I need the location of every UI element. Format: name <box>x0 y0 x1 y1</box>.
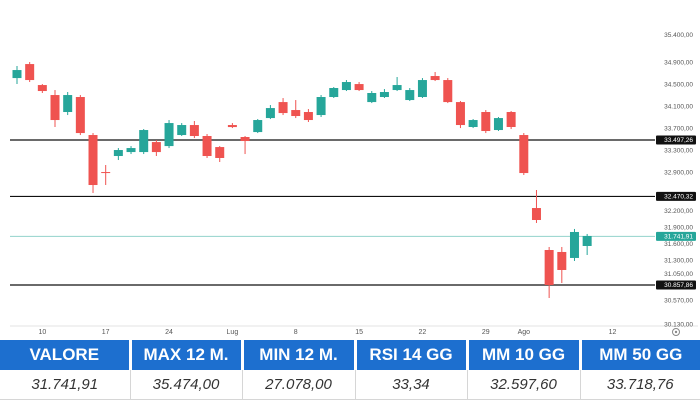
level-label: 33.497,26 <box>664 137 693 144</box>
candle-body <box>329 88 339 98</box>
candle-body <box>417 80 427 98</box>
x-tick-label: Lug <box>227 329 239 336</box>
candle-body <box>354 84 364 91</box>
candle-body <box>557 251 567 270</box>
candle-body <box>519 135 529 174</box>
settings-icon-dot <box>674 330 678 334</box>
candle-body <box>139 130 149 153</box>
table-row: 31.741,91 35.474,00 27.078,00 33,34 32.597,6… <box>0 370 700 400</box>
x-tick-label: 17 <box>102 329 110 336</box>
candle-body <box>443 80 453 103</box>
chart: 35.400,00 34.900,00 34.500,00 34.100,00 33.7… <box>10 32 698 336</box>
candle-body <box>63 95 73 113</box>
y-tick-label: 31.300,00 <box>664 257 693 264</box>
y-tick-label: 30.570,00 <box>664 298 693 305</box>
candle-body <box>189 125 199 137</box>
table-header-cell: MM 10 GG <box>465 340 580 370</box>
table-header-cell: RSI 14 GG <box>353 340 467 370</box>
candle-body <box>202 136 212 157</box>
y-tick-label: 33.700,00 <box>664 126 693 133</box>
level-label-box <box>656 191 696 201</box>
table-header-cell: MAX 12 M. <box>128 340 242 370</box>
x-tick-label: Ago <box>518 329 531 336</box>
candle-body <box>88 135 98 186</box>
candle-body <box>468 120 478 128</box>
candle-body <box>265 108 275 119</box>
level-label: 32.470,32 <box>664 193 693 200</box>
candle-body <box>151 142 161 153</box>
settings-icon[interactable] <box>672 328 680 336</box>
y-tick-label: 34.100,00 <box>664 104 693 111</box>
candle-body <box>177 125 187 136</box>
table-cell: 32.597,60 <box>466 370 580 400</box>
candle-body <box>75 97 85 134</box>
y-tick-label: 31.050,00 <box>664 271 693 278</box>
candle-body <box>12 70 22 79</box>
y-tick-label: 30.130,00 <box>664 322 693 329</box>
level-label: 30.857,86 <box>664 282 693 289</box>
settings-icon-ring <box>672 328 680 336</box>
y-tick-label: 31.600,00 <box>664 241 693 248</box>
candle-body <box>253 120 263 133</box>
candle-body <box>392 85 402 91</box>
table-cell: 31.741,91 <box>0 370 130 400</box>
table-header-cell: MIN 12 M. <box>240 340 355 370</box>
candle-body <box>531 208 541 221</box>
candle-body <box>367 93 377 103</box>
candle-body <box>430 76 440 81</box>
candle-body <box>493 118 503 131</box>
x-tick-label: 22 <box>419 329 427 336</box>
candle-body <box>215 147 225 158</box>
candle-body <box>278 102 288 114</box>
level-label-box <box>656 231 696 241</box>
y-tick-label: 34.500,00 <box>664 82 693 89</box>
table-cell: 35.474,00 <box>129 370 242 400</box>
candle-body <box>113 150 123 157</box>
candle-body <box>240 137 250 142</box>
candle-body <box>481 112 491 132</box>
y-tick-label: 31.900,00 <box>664 224 693 231</box>
stats-table: VALORE MAX 12 M. MIN 12 M. RSI 14 GG MM 10 G… <box>0 340 700 400</box>
table-cell: 33.718,76 <box>579 370 700 400</box>
x-tick-label: 10 <box>38 329 46 336</box>
candle-body <box>582 235 592 246</box>
x-tick-label: 24 <box>165 329 173 336</box>
level-label-box <box>656 280 696 290</box>
x-tick-label: 8 <box>294 329 298 336</box>
table-header-cell: VALORE <box>0 340 130 370</box>
candle-body <box>101 172 111 174</box>
candle-body <box>506 112 516 128</box>
level-label-box <box>656 135 696 145</box>
candle-body <box>379 92 389 98</box>
y-tick-label: 32.900,00 <box>664 170 693 177</box>
candle-body <box>37 85 47 92</box>
candle-body <box>405 90 415 101</box>
candle-body <box>544 249 554 285</box>
x-tick-label: 12 <box>609 329 617 336</box>
table-header-row: VALORE MAX 12 M. MIN 12 M. RSI 14 GG MM 10 G… <box>0 340 700 370</box>
table-cell: 27.078,00 <box>241 370 355 400</box>
level-label: 31.741,91 <box>664 233 693 240</box>
y-tick-label: 33.300,00 <box>664 148 693 155</box>
candle-body <box>291 110 301 117</box>
table-header-cell: MM 50 GG <box>578 340 700 370</box>
candle-body <box>50 95 60 121</box>
y-tick-label: 32.200,00 <box>664 208 693 215</box>
candle-body <box>227 125 237 128</box>
candle-body <box>341 82 351 91</box>
candle-body <box>126 148 136 153</box>
candle-body <box>164 123 174 147</box>
y-tick-label: 35.400,00 <box>664 32 693 39</box>
candle-body <box>455 102 465 126</box>
x-tick-label: 15 <box>355 329 363 336</box>
y-tick-label: 34.900,00 <box>664 60 693 67</box>
candle-body <box>303 112 313 121</box>
table-cell: 33,34 <box>354 370 467 400</box>
x-tick-label: 29 <box>482 329 490 336</box>
candle-body <box>316 97 326 116</box>
candle-body <box>25 64 35 81</box>
candle-body <box>569 231 579 258</box>
